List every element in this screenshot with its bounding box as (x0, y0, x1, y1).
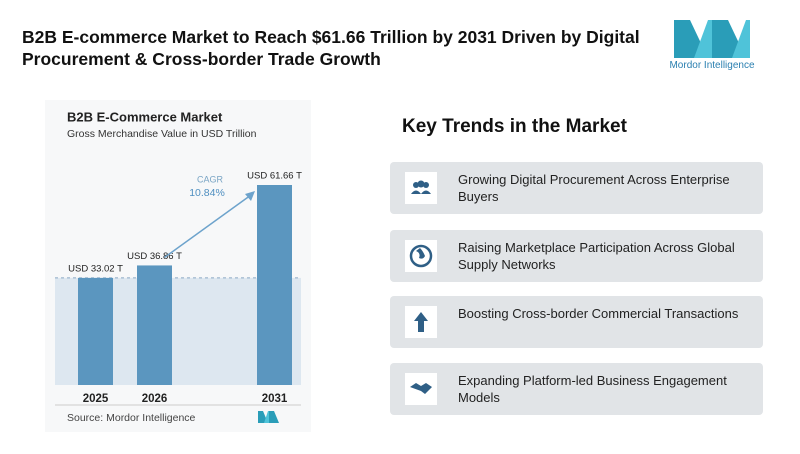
trend-text: Raising Marketplace Participation Across… (458, 240, 735, 272)
bar (78, 277, 113, 385)
trend-text: Boosting Cross-border Commercial Transac… (458, 306, 739, 321)
trend-icon (405, 373, 437, 405)
trend-icon (405, 240, 437, 272)
x-tick-label: 2026 (142, 393, 168, 405)
small-logo (258, 411, 279, 423)
source: Source: Mordor Intelligence (67, 412, 196, 424)
trends-title: Key Trends in the Market (402, 116, 627, 137)
value-label: USD 36.86 T (127, 251, 182, 262)
trend-card: Growing Digital Procurement Across Enter… (390, 162, 763, 214)
cagr-arrow (164, 194, 252, 259)
trend-text: Expanding Platform-led Business Engageme… (458, 373, 727, 405)
logo (674, 20, 750, 58)
value-label: USD 61.66 T (247, 171, 302, 182)
trend-icon (405, 306, 437, 338)
chart-title: B2B E-Commerce Market (67, 109, 223, 124)
chart: B2B E-Commerce Market Gross Merchandise … (45, 100, 311, 432)
bar (137, 265, 172, 385)
trend-card: Raising Marketplace Participation Across… (390, 230, 763, 282)
bar (257, 185, 292, 385)
page-title: B2B E-commerce Market to Reach $61.66 Tr… (22, 27, 640, 69)
x-tick-label: 2031 (262, 393, 288, 405)
trend-card: Expanding Platform-led Business Engageme… (390, 363, 763, 415)
value-label: USD 33.02 T (68, 263, 123, 274)
brand: Mordor Intelligence (669, 60, 755, 71)
cagr-arrowhead (245, 191, 255, 201)
annotation-title: CAGR (197, 174, 224, 184)
chart-subtitle: Gross Merchandise Value in USD Trillion (67, 128, 257, 140)
x-tick-label: 2025 (83, 393, 109, 405)
trend-text: Growing Digital Procurement Across Enter… (458, 172, 730, 204)
trend-card: Boosting Cross-border Commercial Transac… (390, 296, 763, 348)
annotation-text: 10.84% (189, 187, 225, 199)
trend-icon (405, 172, 437, 204)
